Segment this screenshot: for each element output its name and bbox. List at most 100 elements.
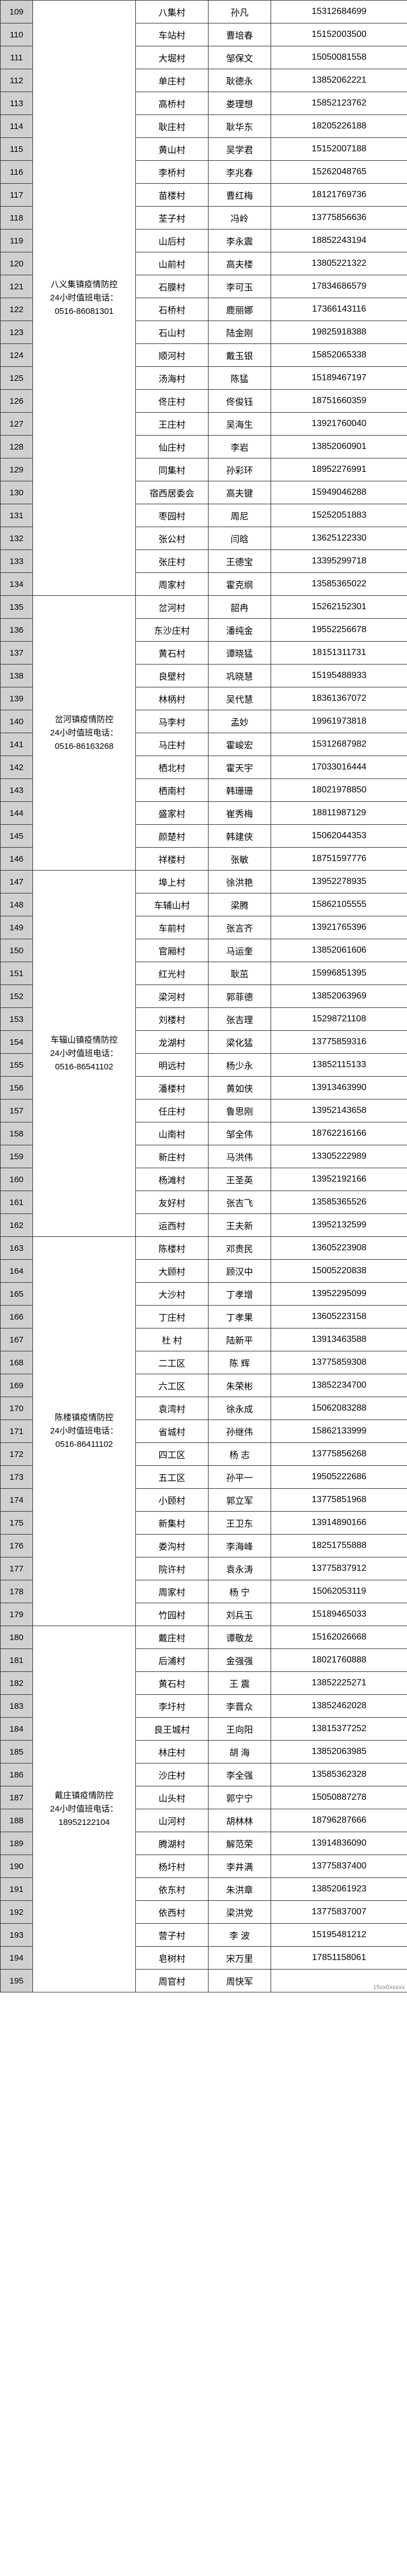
name-cell: 郭菲德: [209, 985, 271, 1008]
row-index: 109: [1, 1, 33, 23]
name-cell: 邹保文: [209, 46, 271, 69]
phone-cell: 13852061606: [271, 939, 407, 962]
village-cell: 颜楚村: [136, 825, 209, 848]
name-cell: 霍克纲: [209, 573, 271, 596]
phone-cell: 13852225271: [271, 1672, 407, 1695]
name-cell: 王 震: [209, 1672, 271, 1695]
row-index: 171: [1, 1420, 33, 1443]
phone-cell: 13921760040: [271, 413, 407, 436]
name-cell: 吴代慧: [209, 687, 271, 710]
village-cell: 王庄村: [136, 413, 209, 436]
phone-cell: 13305222989: [271, 1145, 407, 1168]
phone-cell: 13914890166: [271, 1512, 407, 1535]
row-index: 183: [1, 1695, 33, 1718]
phone-cell: 13775837400: [271, 1855, 407, 1878]
row-index: 133: [1, 550, 33, 573]
phone-cell: 13852061923: [271, 1878, 407, 1901]
row-index: 158: [1, 1122, 33, 1145]
region-line: 24小时值班电话：: [34, 1047, 134, 1060]
row-index: 114: [1, 115, 33, 138]
village-cell: 袁湾村: [136, 1397, 209, 1420]
name-cell: 鲁思刚: [209, 1100, 271, 1122]
phone-cell: 13921765396: [271, 916, 407, 939]
row-index: 149: [1, 916, 33, 939]
row-index: 125: [1, 367, 33, 390]
phone-cell: 13775837007: [271, 1901, 407, 1924]
phone-cell: 15xx6xxxxx: [271, 1970, 407, 1992]
phone-cell: 13605223908: [271, 1237, 407, 1260]
row-index: 167: [1, 1328, 33, 1351]
row-index: 119: [1, 230, 33, 252]
village-cell: 潘楼村: [136, 1077, 209, 1100]
row-index: 123: [1, 321, 33, 344]
phone-cell: 13605223158: [271, 1306, 407, 1328]
phone-cell: 15862105555: [271, 893, 407, 916]
name-cell: 巩晓慧: [209, 665, 271, 687]
village-cell: 汤海村: [136, 367, 209, 390]
village-cell: 五工区: [136, 1466, 209, 1489]
village-cell: 丁庄村: [136, 1306, 209, 1328]
region-cell: 车辐山镇疫情防控24小时值班电话：0516-86541102: [33, 871, 136, 1237]
name-cell: 孙继伟: [209, 1420, 271, 1443]
row-index: 182: [1, 1672, 33, 1695]
name-cell: 孙平一: [209, 1466, 271, 1489]
name-cell: 王夫新: [209, 1214, 271, 1237]
name-cell: 王圣英: [209, 1168, 271, 1191]
name-cell: 孙彩环: [209, 458, 271, 481]
phone-cell: 13852060901: [271, 436, 407, 458]
row-index: 148: [1, 893, 33, 916]
village-cell: 顺河村: [136, 344, 209, 367]
phone-cell: 18021760888: [271, 1649, 407, 1672]
row-index: 145: [1, 825, 33, 848]
name-cell: 闫晗: [209, 527, 271, 550]
phone-cell: 15852065338: [271, 344, 407, 367]
name-cell: 丁孝增: [209, 1283, 271, 1306]
phone-cell: 13952192166: [271, 1168, 407, 1191]
table-row: 180戴庄镇疫情防控24小时值班电话：18952122104戴庄村谭敬龙1516…: [1, 1626, 407, 1649]
row-index: 163: [1, 1237, 33, 1260]
village-cell: 四工区: [136, 1443, 209, 1466]
village-cell: 明远村: [136, 1054, 209, 1077]
name-cell: 佟俊钰: [209, 390, 271, 413]
phone-cell: 13852063969: [271, 985, 407, 1008]
village-cell: 山后村: [136, 230, 209, 252]
row-index: 124: [1, 344, 33, 367]
row-index: 154: [1, 1031, 33, 1054]
table-row: 147车辐山镇疫情防控24小时值班电话：0516-86541102埠上村徐洪艳1…: [1, 871, 407, 893]
table-body: 109八义集镇疫情防控24小时值班电话：0516-86081301八集村孙凡15…: [1, 1, 407, 1992]
row-index: 166: [1, 1306, 33, 1328]
phone-cell: 18751597776: [271, 848, 407, 871]
phone-cell: 13585365526: [271, 1191, 407, 1214]
phone-cell: 15062083288: [271, 1397, 407, 1420]
village-cell: 林柄村: [136, 687, 209, 710]
region-line: 0516-86411102: [34, 1438, 134, 1451]
name-cell: 谭敬龙: [209, 1626, 271, 1649]
row-index: 139: [1, 687, 33, 710]
phone-cell: 13775859316: [271, 1031, 407, 1054]
region-cell: 陈楼镇疫情防控24小时值班电话：0516-86411102: [33, 1237, 136, 1626]
phone-cell: 13914836090: [271, 1832, 407, 1855]
row-index: 190: [1, 1855, 33, 1878]
name-cell: 李 波: [209, 1924, 271, 1947]
village-cell: 梁河村: [136, 985, 209, 1008]
region-line: 0516-86541102: [34, 1060, 134, 1074]
name-cell: 胡林林: [209, 1809, 271, 1832]
row-index: 138: [1, 665, 33, 687]
village-cell: 岔河村: [136, 596, 209, 619]
row-index: 155: [1, 1054, 33, 1077]
village-cell: 栖北村: [136, 756, 209, 779]
village-cell: 陈楼村: [136, 1237, 209, 1260]
name-cell: 张吉飞: [209, 1191, 271, 1214]
phone-cell: 13775859308: [271, 1351, 407, 1374]
name-cell: 李晋众: [209, 1695, 271, 1718]
village-cell: 竹园村: [136, 1603, 209, 1626]
village-cell: 新集村: [136, 1512, 209, 1535]
name-cell: 耿华东: [209, 115, 271, 138]
phone-cell: 13952278935: [271, 871, 407, 893]
row-index: 170: [1, 1397, 33, 1420]
name-cell: 马洪伟: [209, 1145, 271, 1168]
village-cell: 杜 村: [136, 1328, 209, 1351]
name-cell: 韩建侠: [209, 825, 271, 848]
name-cell: 王德宝: [209, 550, 271, 573]
village-cell: 枣园村: [136, 504, 209, 527]
